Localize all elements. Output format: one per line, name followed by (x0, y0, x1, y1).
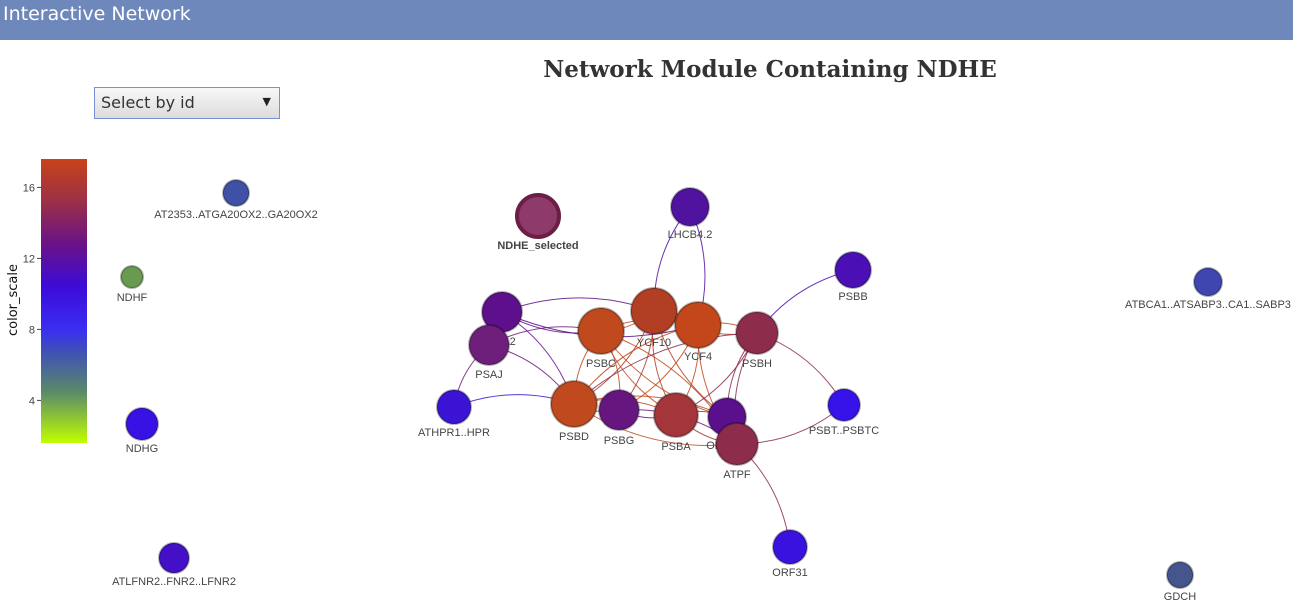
network-node[interactable]: ATPF (715, 422, 759, 481)
node-label: NDHF (117, 292, 148, 304)
network-edges (453, 206, 854, 548)
node-label: AT2353..ATGA20OX2..GA20OX2 (154, 209, 317, 221)
network-node[interactable]: PSBA (653, 392, 699, 453)
node-label: PSBD (559, 431, 589, 443)
node-circle[interactable] (674, 301, 722, 349)
network-node[interactable]: PSBC (577, 307, 625, 370)
node-circle[interactable] (653, 392, 699, 438)
node-circle[interactable] (468, 324, 510, 366)
network-node[interactable]: AT2353..ATGA20OX2..GA20OX2 (154, 179, 318, 221)
node-circle[interactable] (577, 307, 625, 355)
node-label: PSAJ (475, 369, 503, 381)
node-circle[interactable] (827, 388, 861, 422)
node-circle[interactable] (772, 529, 808, 565)
node-label: PSBG (604, 435, 635, 447)
network-node[interactable]: ATLFNR2..FNR2..LFNR2 (112, 542, 236, 588)
node-circle[interactable] (120, 265, 144, 289)
color-scale-tick-label: 16 (23, 182, 35, 194)
node-label: ATBCA1..ATSABP3..CA1..SABP3 (1125, 299, 1291, 311)
color-scale-legend: 16 12 8 4 color_scale (6, 159, 87, 443)
network-edge (573, 332, 758, 405)
network-node[interactable]: PSAJ (468, 324, 510, 381)
network-node[interactable]: NDHF (117, 265, 148, 304)
node-circle[interactable] (1166, 561, 1194, 589)
network-node[interactable]: ATHPR1..HPR (418, 389, 490, 439)
network-node[interactable]: PSBG (598, 389, 640, 447)
node-label: PSBA (661, 441, 691, 453)
color-scale-title: color_scale (6, 264, 21, 336)
network-title: Network Module Containing NDHE (543, 56, 997, 83)
node-circle[interactable] (436, 389, 472, 425)
node-label: ORF31 (772, 567, 807, 579)
node-circle[interactable] (630, 287, 678, 335)
select-by-id-dropdown[interactable]: Select by id ▼ (94, 87, 280, 119)
network-node[interactable]: YCF4 (674, 301, 722, 363)
network-node[interactable]: NDHG (125, 407, 159, 455)
network-nodes: NDHE_selectedLHCB4.2PSBBFBA2PSAJPSBCYCF1… (112, 179, 1291, 603)
node-circle[interactable] (834, 251, 872, 289)
node-circle[interactable] (550, 380, 598, 428)
node-circle[interactable] (1193, 267, 1223, 297)
node-label: LHCB4.2 (668, 229, 713, 241)
node-label: NDHE_selected (497, 240, 578, 252)
node-circle[interactable] (670, 187, 710, 227)
node-label: ATPF (723, 469, 751, 481)
network-node[interactable]: PSBT..PSBTC (809, 388, 879, 437)
node-circle[interactable] (515, 193, 561, 239)
chevron-down-icon: ▼ (262, 95, 271, 108)
node-circle[interactable] (125, 407, 159, 441)
app-title: Interactive Network (3, 3, 191, 25)
node-label: PSBT..PSBTC (809, 425, 879, 437)
node-label: PSBH (742, 358, 772, 370)
network-node[interactable]: YCF10 (630, 287, 678, 349)
node-label: ATLFNR2..FNR2..LFNR2 (112, 576, 236, 588)
network-node[interactable]: LHCB4.2 (668, 187, 713, 241)
color-scale-tick-label: 12 (23, 253, 35, 265)
node-label: GDCH (1164, 591, 1196, 603)
network-node[interactable]: PSBD (550, 380, 598, 443)
node-label: NDHG (126, 443, 158, 455)
network-node[interactable]: PSBH (735, 311, 779, 370)
network-node[interactable]: NDHE_selected (497, 193, 579, 252)
node-label: PSBB (838, 291, 867, 303)
node-label: PSBC (586, 358, 616, 370)
node-circle[interactable] (598, 389, 640, 431)
network-node[interactable]: GDCH (1164, 561, 1196, 603)
network-node[interactable]: PSBB (834, 251, 872, 303)
node-circle[interactable] (735, 311, 779, 355)
select-by-id-value: Select by id (101, 93, 195, 112)
color-scale-tick-label: 8 (29, 324, 35, 336)
node-label: ATHPR1..HPR (418, 427, 490, 439)
color-scale-bar (41, 159, 87, 443)
node-circle[interactable] (715, 422, 759, 466)
network-node[interactable]: ORF31 (772, 529, 808, 579)
node-circle[interactable] (158, 542, 190, 574)
node-circle[interactable] (222, 179, 250, 207)
node-label: YCF4 (684, 351, 712, 363)
node-label: YCF10 (637, 337, 671, 349)
network-node[interactable]: ATBCA1..ATSABP3..CA1..SABP3 (1125, 267, 1291, 311)
color-scale-tick-label: 4 (29, 395, 35, 407)
header-bar: Interactive Network (0, 0, 1293, 40)
